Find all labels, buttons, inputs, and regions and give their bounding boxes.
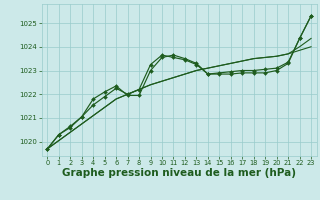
X-axis label: Graphe pression niveau de la mer (hPa): Graphe pression niveau de la mer (hPa) xyxy=(62,168,296,178)
